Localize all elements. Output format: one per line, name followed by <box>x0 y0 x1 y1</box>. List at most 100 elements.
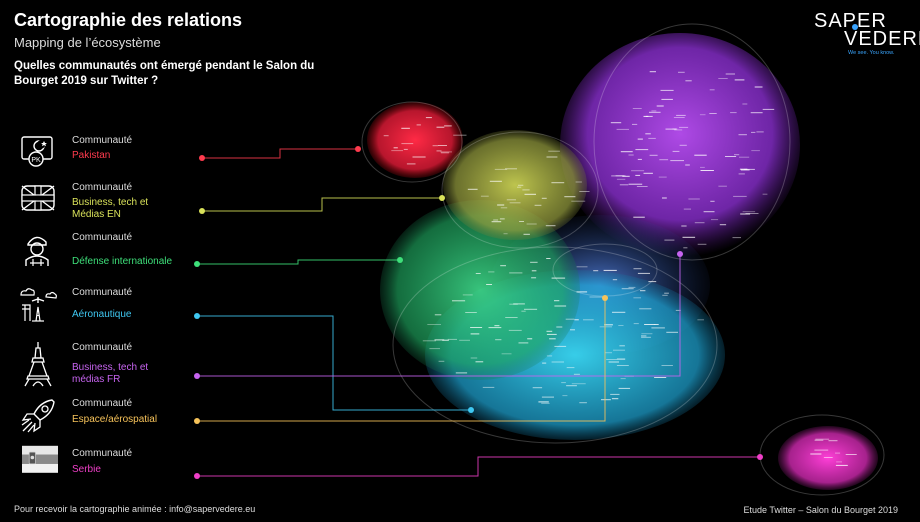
node-label-speck <box>828 440 838 442</box>
brand-dot-icon <box>852 24 858 30</box>
node-label-speck <box>641 335 647 337</box>
node-label-speck <box>521 310 526 312</box>
node-label-speck <box>644 324 656 325</box>
node-label-speck <box>814 449 829 451</box>
community-aero: Communauté Aéronautique <box>18 285 238 327</box>
node-label-speck <box>452 300 466 302</box>
brand-logo: SAPER VEDERE We see. You know. <box>806 4 920 66</box>
community-name: Business, tech et médias FR <box>72 362 149 385</box>
node-label-speck <box>531 270 537 272</box>
node-label-speck <box>517 186 522 188</box>
node-label-speck <box>508 329 522 331</box>
node-label-speck <box>643 172 653 174</box>
page-subtitle: Mapping de l’écosystème <box>14 35 161 50</box>
node-label-speck <box>756 131 764 133</box>
node-label-speck <box>575 181 582 183</box>
node-label-speck <box>612 279 618 281</box>
connector-aero <box>197 315 471 411</box>
node-label-speck <box>814 439 824 441</box>
node-label-speck <box>740 169 750 171</box>
node-label-speck <box>566 385 577 387</box>
node-label-speck <box>628 183 643 185</box>
node-label-speck <box>658 176 667 178</box>
node-label-speck <box>641 336 651 338</box>
node-label-speck <box>734 79 745 81</box>
node-label-speck <box>541 396 554 398</box>
node-label-speck <box>522 189 530 191</box>
node-label-speck <box>513 303 525 305</box>
node-label-speck <box>403 148 408 150</box>
brand-name-line2: VEDERE <box>844 28 920 50</box>
node-label-speck <box>438 360 445 362</box>
node-label-speck <box>738 134 747 136</box>
node-label-speck <box>501 353 512 355</box>
node-label-speck <box>401 127 410 129</box>
node-label-speck <box>551 361 564 363</box>
node-label-speck <box>835 464 848 466</box>
node-label-speck <box>425 117 432 119</box>
node-label-speck <box>645 133 651 135</box>
community-defense: Communauté Défense internationale <box>18 230 238 272</box>
node-label-speck <box>835 452 841 454</box>
node-label-speck <box>486 284 492 285</box>
svg-text:PK: PK <box>31 157 41 164</box>
node-label-speck <box>518 184 524 186</box>
node-label-speck <box>383 135 389 137</box>
node-label-speck <box>754 86 763 88</box>
node-label-speck <box>643 115 649 117</box>
connector-dot-pakistan-start <box>199 155 205 161</box>
node-label-speck <box>526 223 537 225</box>
node-label-speck <box>488 271 495 273</box>
node-label-speck <box>505 317 518 318</box>
node-label-speck <box>645 115 653 117</box>
connector-dot-business-en-end <box>439 195 445 201</box>
node-label-speck <box>733 195 747 197</box>
node-label-speck <box>732 237 741 239</box>
node-label-speck <box>730 112 737 114</box>
node-label-speck <box>700 170 714 171</box>
node-label-speck <box>579 402 587 404</box>
node-label-speck <box>500 265 506 267</box>
node-label-speck <box>611 398 619 400</box>
node-label-speck <box>637 158 642 160</box>
node-label-speck <box>635 174 641 176</box>
node-label-speck <box>470 327 483 328</box>
node-label-speck <box>467 188 478 190</box>
node-label-speck <box>561 382 566 384</box>
node-label-speck <box>546 355 553 357</box>
connector-dot-defense-start <box>194 261 200 267</box>
connector-dot-defense-end <box>397 257 403 263</box>
cluster-outlines <box>361 23 885 496</box>
node-label-speck <box>666 331 678 333</box>
node-label-speck <box>391 150 403 152</box>
node-label-speck <box>683 247 688 249</box>
node-label-speck <box>497 204 505 206</box>
node-label-speck <box>685 80 692 82</box>
node-label-speck <box>427 324 441 325</box>
node-label-speck <box>633 323 639 325</box>
node-label-speck <box>694 154 707 156</box>
connector-dot-aero-start <box>194 313 200 319</box>
node-label-speck <box>725 73 735 75</box>
node-label-speck <box>493 219 499 221</box>
node-label-speck <box>583 319 594 321</box>
footer-contact: Pour recevoir la cartographie animée : i… <box>14 504 256 514</box>
node-label-speck <box>459 339 470 341</box>
connector-business-en <box>202 197 442 212</box>
node-label-speck <box>524 308 538 310</box>
connector-dot-serbie-start <box>194 473 200 479</box>
node-label-speck <box>442 339 449 341</box>
node-label-speck <box>505 168 517 170</box>
node-label-speck <box>571 383 586 385</box>
node-label-speck <box>440 152 450 154</box>
node-label-speck <box>482 386 495 388</box>
node-label-speck <box>662 294 668 296</box>
node-label-speck <box>453 134 467 136</box>
node-label-speck <box>762 108 775 110</box>
node-label-speck <box>745 213 759 214</box>
community-serbie: Communauté Serbie <box>18 445 238 488</box>
uk-flag-icon <box>21 185 55 211</box>
node-label-speck <box>509 272 523 274</box>
node-label-speck <box>434 314 442 316</box>
